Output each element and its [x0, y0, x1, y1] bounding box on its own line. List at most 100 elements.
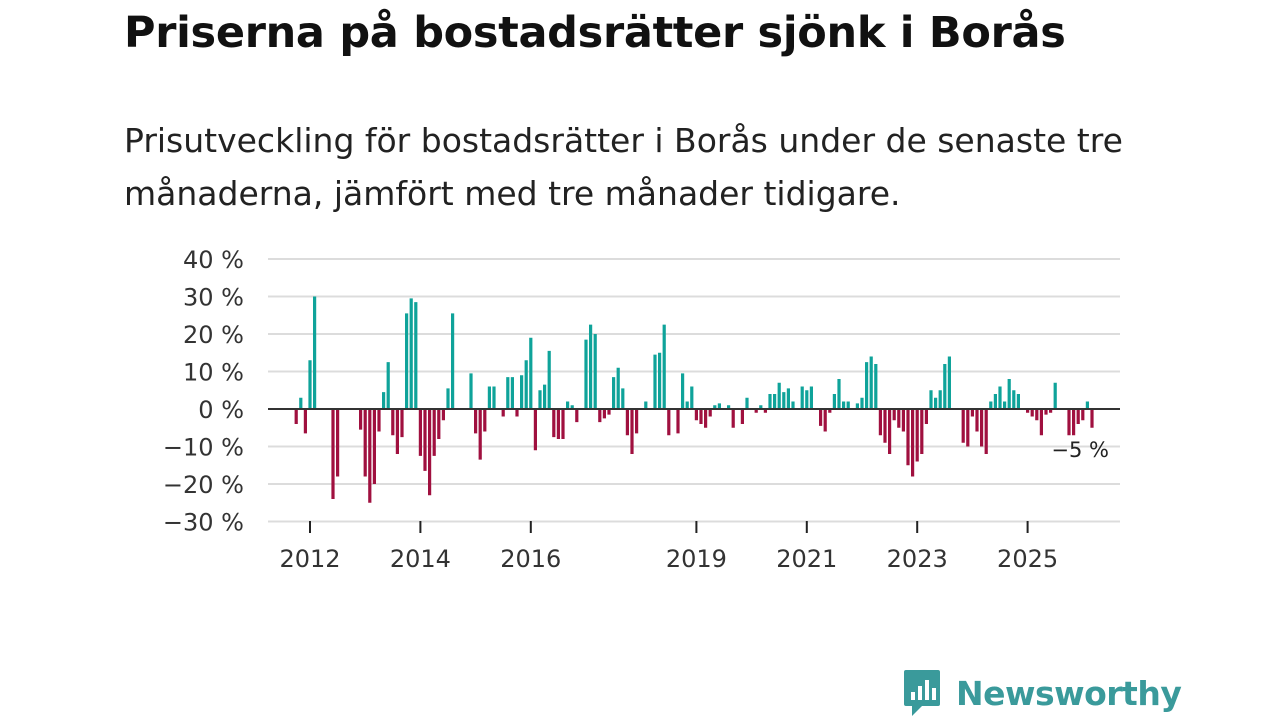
bar-negative	[635, 409, 639, 434]
bar-positive	[989, 401, 993, 409]
bar-positive	[938, 390, 942, 409]
bar-negative	[970, 409, 974, 417]
bar-positive	[524, 360, 528, 409]
y-tick-label: 0 %	[198, 396, 244, 424]
bar-negative	[888, 409, 892, 454]
bar-negative	[533, 409, 537, 451]
x-tick-label: 2019	[666, 545, 727, 573]
bar-negative	[961, 409, 965, 443]
bar-negative	[395, 409, 399, 454]
bar-positive	[1085, 401, 1089, 409]
bar-positive	[934, 397, 938, 409]
bar-positive	[681, 373, 685, 410]
bar-positive	[929, 390, 933, 409]
bar-negative	[1039, 409, 1043, 436]
bar-positive	[506, 377, 510, 410]
bar-negative	[515, 409, 519, 417]
x-tick-label: 2012	[279, 545, 340, 573]
bar-positive	[943, 364, 947, 409]
bar-positive	[865, 362, 869, 410]
bar-positive	[1007, 379, 1011, 409]
y-tick-label: −30 %	[163, 509, 244, 537]
bar-positive	[538, 390, 542, 409]
bar-positive	[1012, 390, 1016, 409]
axes	[268, 408, 1120, 533]
bar-negative	[483, 409, 487, 432]
bar-positive	[1003, 401, 1007, 409]
bar-positive	[446, 388, 450, 410]
bar-positive	[773, 394, 777, 409]
bar-negative	[878, 409, 882, 436]
bar-negative	[437, 409, 441, 439]
bar-negative	[1049, 409, 1053, 413]
bar-positive	[745, 397, 749, 409]
x-tick-label: 2014	[390, 545, 451, 573]
bar-positive	[993, 394, 997, 409]
bar-positive	[759, 405, 763, 409]
y-tick-label: −10 %	[163, 434, 244, 462]
bar-negative	[984, 409, 988, 454]
bar-negative	[363, 409, 367, 477]
bar-positive	[947, 356, 951, 409]
bar-positive	[653, 354, 657, 410]
bar-positive	[782, 392, 786, 410]
bar-positive	[800, 386, 804, 409]
bar-positive	[510, 377, 514, 410]
bar-positive	[791, 401, 795, 409]
newsworthy-logo: Newsworthy	[902, 668, 1182, 718]
bar-positive	[612, 377, 616, 410]
bar-positive	[313, 296, 317, 409]
bar-negative	[819, 409, 823, 426]
bar-positive	[717, 403, 721, 410]
bar-positive	[662, 324, 666, 410]
bar-positive	[566, 401, 570, 409]
bar-positive	[308, 360, 312, 409]
bar-negative	[754, 409, 758, 413]
bar-negative	[1030, 409, 1034, 417]
bar-positive	[492, 386, 496, 409]
bar-negative	[478, 409, 482, 460]
bar-negative	[607, 409, 611, 415]
bar-negative	[336, 409, 340, 477]
bar-positive	[786, 388, 790, 410]
bar-negative	[331, 409, 335, 499]
bar-negative	[1044, 409, 1048, 415]
bar-negative	[423, 409, 427, 471]
bar-negative	[552, 409, 556, 438]
bar-negative	[1026, 409, 1030, 413]
bar-positive	[644, 401, 648, 409]
bar-negative	[372, 409, 376, 484]
x-tick-label: 2025	[997, 545, 1058, 573]
bar-negative	[359, 409, 363, 430]
bar-negative	[920, 409, 924, 454]
bar-positive	[874, 364, 878, 409]
y-tick-label: 40 %	[183, 246, 244, 274]
bar-positive	[529, 337, 533, 409]
y-tick-label: 20 %	[183, 321, 244, 349]
last-value-label: −5 %	[1051, 438, 1109, 462]
bar-negative	[1067, 409, 1071, 436]
x-tick-label: 2021	[776, 545, 837, 573]
newsworthy-chart-icon	[904, 670, 940, 716]
bar-negative	[303, 409, 307, 434]
bar-positive	[382, 392, 386, 410]
bar-negative	[975, 409, 979, 432]
bar-positive	[451, 313, 455, 410]
bar-negative	[901, 409, 905, 432]
bar-negative	[474, 409, 478, 434]
brand-name: Newsworthy	[956, 673, 1182, 713]
bar-negative	[1035, 409, 1039, 421]
bar-negative	[501, 409, 505, 417]
x-tick-label: 2023	[887, 545, 948, 573]
bar-positive	[842, 401, 846, 409]
bar-positive	[386, 362, 390, 410]
bar-positive	[621, 388, 625, 410]
bar-positive	[658, 352, 662, 409]
bar-positive	[547, 350, 551, 410]
bar-positive	[405, 313, 409, 410]
bar-positive	[998, 386, 1002, 409]
bars	[294, 296, 1094, 503]
bar-positive	[616, 367, 620, 409]
bar-negative	[556, 409, 560, 439]
